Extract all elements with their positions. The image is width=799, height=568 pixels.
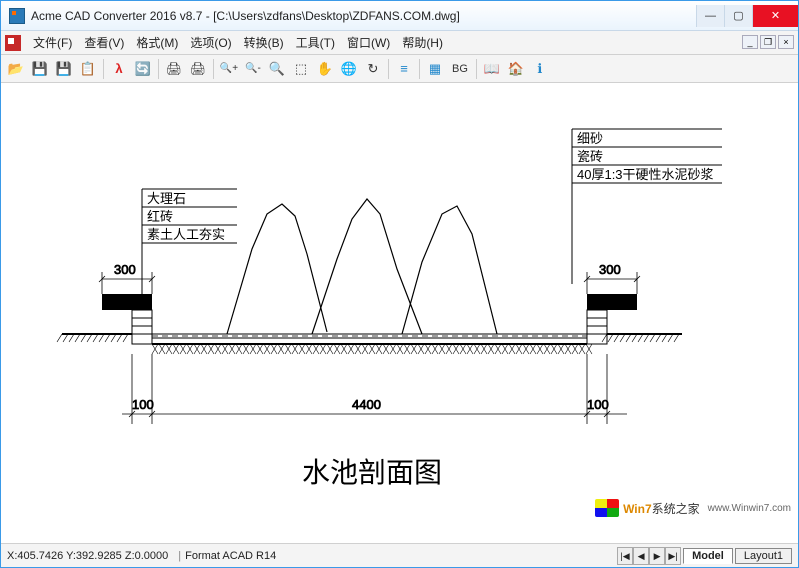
bg-button[interactable]: BG: [448, 58, 472, 80]
left-label-3: 素土人工夯实: [147, 227, 225, 242]
print-button[interactable]: 🖨: [163, 58, 185, 80]
app-window: Acme CAD Converter 2016 v8.7 - [C:\Users…: [0, 0, 799, 568]
menu-format[interactable]: 格式(M): [130, 32, 184, 53]
toolbar-sep: [158, 59, 159, 79]
dim-bottom-left: 100: [132, 397, 154, 412]
watermark-url: www.Winwin7.com: [708, 503, 791, 514]
status-coords: X:405.7426 Y:392.9285 Z:0.0000: [1, 550, 174, 562]
dim-right-top: 300: [599, 262, 621, 277]
home-button[interactable]: 🏠: [505, 58, 527, 80]
app-menu-icon[interactable]: [5, 35, 21, 51]
menubar: 文件(F) 查看(V) 格式(M) 选项(O) 转换(B) 工具(T) 窗口(W…: [1, 31, 798, 55]
cad-drawing: 大理石 红砖 素土人工夯实 细砂 瓷砖 40厚1:3干硬性水泥砂浆: [2, 84, 797, 543]
tab-layout1[interactable]: Layout1: [735, 548, 792, 564]
watermark: Win7系统之家 www.Winwin7.com: [595, 499, 791, 517]
dim-bottom-center: 4400: [352, 397, 381, 412]
zoom-fit-button[interactable]: 🔍: [266, 58, 288, 80]
watermark-brand1: Win7: [623, 502, 652, 516]
minimize-button[interactable]: —: [696, 5, 724, 27]
right-cap: [587, 294, 637, 310]
save-button[interactable]: 💾: [29, 58, 51, 80]
status-format: Format ACAD R14: [185, 550, 276, 562]
convert-button[interactable]: 🔄: [132, 58, 154, 80]
tab-last-button[interactable]: ▶|: [665, 547, 681, 565]
maximize-button[interactable]: ▢: [724, 5, 752, 27]
zoom-in-button[interactable]: 🔍+: [218, 58, 240, 80]
dims-top: 300 300: [99, 262, 640, 294]
export-button[interactable]: 📋: [77, 58, 99, 80]
menu-help[interactable]: 帮助(H): [396, 32, 449, 53]
pdf-button[interactable]: λ: [108, 58, 130, 80]
floor-hatch: [152, 344, 592, 354]
mdi-restore-button[interactable]: ❐: [760, 35, 776, 49]
tab-model[interactable]: Model: [683, 548, 733, 564]
mountain-rocks: [227, 199, 497, 334]
hand-button[interactable]: ✋: [314, 58, 336, 80]
flag-icon: [595, 499, 619, 517]
app-icon: [9, 8, 25, 24]
book-button[interactable]: 📖: [481, 58, 503, 80]
toolbar-sep: [419, 59, 420, 79]
rotate-button[interactable]: ↻: [362, 58, 384, 80]
tab-first-button[interactable]: |◀: [617, 547, 633, 565]
menu-view[interactable]: 查看(V): [78, 32, 130, 53]
left-label-box: 大理石 红砖 素土人工夯实: [142, 189, 237, 294]
info-button[interactable]: ℹ: [529, 58, 551, 80]
statusbar: X:405.7426 Y:392.9285 Z:0.0000 | Format …: [1, 543, 798, 567]
right-label-2: 瓷砖: [577, 149, 603, 164]
close-button[interactable]: ✕: [752, 5, 798, 27]
right-label-box: 细砂 瓷砖 40厚1:3干硬性水泥砂浆: [572, 129, 722, 284]
menu-file[interactable]: 文件(F): [27, 32, 78, 53]
tab-next-button[interactable]: ▶: [649, 547, 665, 565]
toolbar-sep: [476, 59, 477, 79]
zoom-out-button[interactable]: 🔍-: [242, 58, 264, 80]
open-button[interactable]: 📂: [5, 58, 27, 80]
menu-tools[interactable]: 工具(T): [290, 32, 341, 53]
layers-button[interactable]: ≡: [393, 58, 415, 80]
right-label-3: 40厚1:3干硬性水泥砂浆: [577, 167, 714, 182]
mdi-buttons: _ ❐ ×: [742, 35, 794, 49]
toolbar: 📂 💾 💾 📋 λ 🔄 🖨 🖨 🔍+ 🔍- 🔍 ⬚ ✋ 🌐 ↻ ≡ ▦ BG 📖…: [1, 55, 798, 83]
window-title: Acme CAD Converter 2016 v8.7 - [C:\Users…: [31, 9, 696, 23]
save-as-button[interactable]: 💾: [53, 58, 75, 80]
toolbar-sep: [388, 59, 389, 79]
layout-tabs: |◀ ◀ ▶ ▶| Model Layout1: [617, 547, 792, 565]
grid-button[interactable]: ▦: [424, 58, 446, 80]
left-label-2: 红砖: [147, 209, 173, 224]
watermark-brand2: 系统之家: [652, 502, 700, 516]
right-label-1: 细砂: [577, 131, 603, 146]
dims-bottom: 100 4400 100: [122, 354, 627, 424]
tab-prev-button[interactable]: ◀: [633, 547, 649, 565]
menu-convert[interactable]: 转换(B): [238, 32, 290, 53]
drawing-title: 水池剖面图: [302, 457, 442, 489]
pool-floor: [152, 334, 587, 344]
titlebar: Acme CAD Converter 2016 v8.7 - [C:\Users…: [1, 1, 798, 31]
dim-left-top: 300: [114, 262, 136, 277]
mdi-close-button[interactable]: ×: [778, 35, 794, 49]
drawing-canvas[interactable]: 大理石 红砖 素土人工夯实 细砂 瓷砖 40厚1:3干硬性水泥砂浆: [2, 84, 797, 543]
dim-bottom-right: 100: [587, 397, 609, 412]
window-buttons: — ▢ ✕: [696, 5, 798, 27]
left-label-1: 大理石: [147, 191, 186, 206]
menu-window[interactable]: 窗口(W): [341, 32, 396, 53]
pan-button[interactable]: 🌐: [338, 58, 360, 80]
select-button[interactable]: ⬚: [290, 58, 312, 80]
print-preview-button[interactable]: 🖨: [187, 58, 209, 80]
toolbar-sep: [103, 59, 104, 79]
toolbar-sep: [213, 59, 214, 79]
walls: [132, 310, 607, 344]
menu-options[interactable]: 选项(O): [184, 32, 237, 53]
mdi-minimize-button[interactable]: _: [742, 35, 758, 49]
left-cap: [102, 294, 152, 310]
